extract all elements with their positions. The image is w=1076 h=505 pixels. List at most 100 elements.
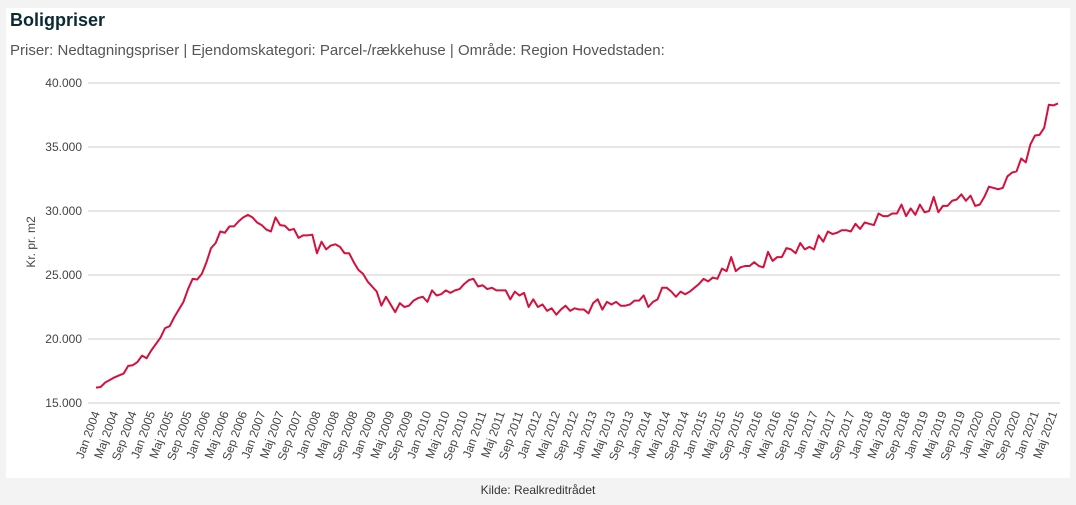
- data-point: [595, 296, 601, 302]
- data-point: [793, 250, 799, 256]
- data-point: [406, 303, 412, 309]
- data-point: [176, 307, 182, 313]
- data-point: [705, 278, 711, 284]
- data-point: [728, 254, 734, 260]
- data-point: [747, 263, 753, 269]
- data-point: [420, 294, 426, 300]
- data-point: [696, 281, 702, 287]
- data-point: [360, 271, 366, 277]
- y-tick-label: 25.000: [45, 268, 82, 282]
- data-point: [424, 299, 430, 305]
- data-point: [811, 246, 817, 252]
- data-point: [751, 259, 757, 265]
- data-point: [894, 211, 900, 217]
- data-point: [98, 384, 104, 390]
- data-point: [309, 232, 315, 238]
- y-axis-label: Kr. pr. m2: [24, 216, 38, 268]
- data-point: [503, 287, 509, 293]
- data-point: [429, 287, 435, 293]
- data-point: [203, 259, 209, 265]
- data-point: [121, 371, 127, 377]
- data-point: [981, 194, 987, 200]
- data-point: [470, 276, 476, 282]
- data-point: [908, 205, 914, 211]
- data-point: [383, 294, 389, 300]
- data-point: [958, 191, 964, 197]
- data-point: [319, 239, 325, 245]
- data-point: [457, 286, 463, 292]
- data-point: [797, 240, 803, 246]
- data-point: [438, 291, 444, 297]
- data-point: [770, 258, 776, 264]
- data-point: [291, 226, 297, 232]
- data-point: [157, 335, 163, 341]
- grid-lines: [88, 82, 1060, 404]
- data-point: [273, 214, 279, 220]
- data-point: [599, 307, 605, 313]
- y-tick-label: 35.000: [45, 140, 82, 154]
- data-point: [977, 202, 983, 208]
- data-point: [526, 304, 532, 310]
- data-point: [857, 226, 863, 232]
- data-point: [213, 240, 219, 246]
- source-note: Kilde: Realkreditrådet: [480, 483, 596, 497]
- data-point: [664, 285, 670, 291]
- data-point: [641, 292, 647, 298]
- data-point: [512, 289, 518, 295]
- data-point: [788, 246, 794, 252]
- data-point: [1055, 100, 1061, 106]
- data-point: [724, 268, 730, 274]
- data-point: [586, 310, 592, 316]
- y-tick-label: 15.000: [45, 396, 82, 410]
- data-point: [199, 271, 205, 277]
- data-point: [581, 307, 587, 313]
- data-point: [899, 202, 905, 208]
- data-point: [1027, 141, 1033, 147]
- chart-title: Boligpriser: [10, 10, 106, 30]
- data-point: [180, 299, 186, 305]
- data-point: [645, 304, 651, 310]
- data-point: [945, 203, 951, 209]
- data-point: [153, 341, 159, 347]
- data-point: [222, 230, 228, 236]
- data-point: [558, 307, 564, 313]
- data-point: [1023, 159, 1029, 165]
- y-tick-label: 20.000: [45, 332, 82, 346]
- data-point: [185, 286, 191, 292]
- data-point: [351, 259, 357, 265]
- data-point: [636, 298, 642, 304]
- data-point: [323, 246, 329, 252]
- data-point: [590, 300, 596, 306]
- data-point: [562, 303, 568, 309]
- data-point: [816, 232, 822, 238]
- data-point: [968, 193, 974, 199]
- data-point: [171, 314, 177, 320]
- data-point: [963, 198, 969, 204]
- data-point: [530, 296, 536, 302]
- data-point: [553, 312, 559, 318]
- data-point: [231, 223, 237, 229]
- data-point: [668, 289, 674, 295]
- data-point: [655, 296, 661, 302]
- data-point: [871, 222, 877, 228]
- data-point: [148, 348, 154, 354]
- data-point: [388, 301, 394, 307]
- data-point: [250, 214, 256, 220]
- data-point: [194, 276, 200, 282]
- data-point: [673, 294, 679, 300]
- series-line: [95, 102, 1059, 389]
- data-point: [935, 209, 941, 215]
- data-point: [392, 309, 398, 315]
- data-point: [687, 289, 693, 295]
- data-point: [903, 213, 909, 219]
- data-point: [337, 244, 343, 250]
- data-point: [1041, 125, 1047, 131]
- data-point: [820, 239, 826, 245]
- data-point: [282, 223, 288, 229]
- data-point: [268, 228, 274, 234]
- data-point: [1000, 185, 1006, 191]
- data-point: [613, 299, 619, 305]
- data-point: [926, 208, 932, 214]
- data-point: [507, 296, 513, 302]
- line-chart: 15.000 20.000 25.000 30.000 35.000 40.000 Jan…: [24, 76, 1061, 462]
